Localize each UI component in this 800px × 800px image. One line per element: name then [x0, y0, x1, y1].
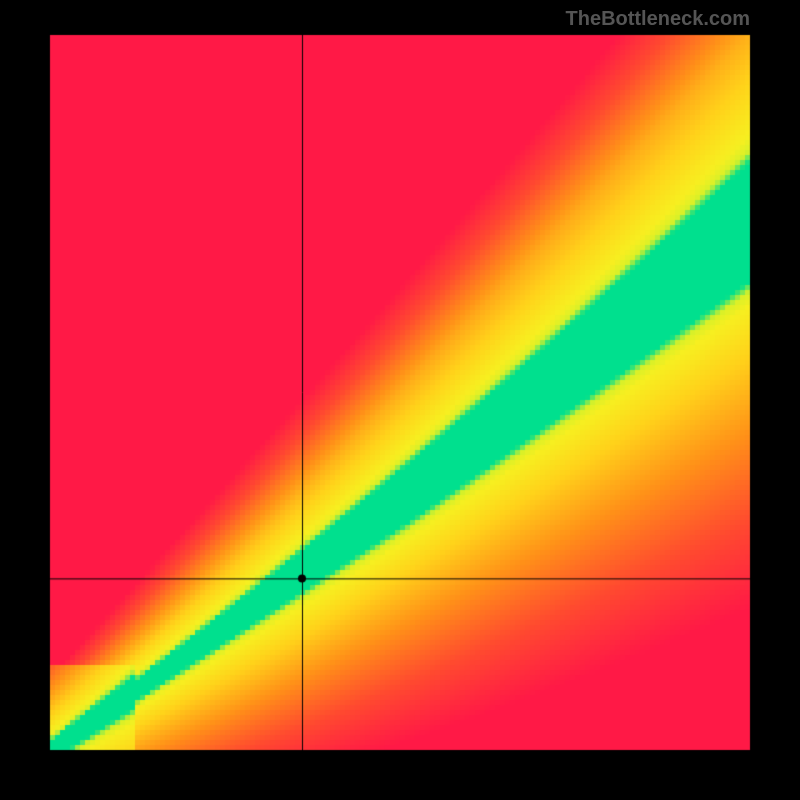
chart-container: TheBottleneck.com [0, 0, 800, 800]
heatmap-canvas [0, 0, 800, 800]
watermark-text: TheBottleneck.com [566, 8, 750, 31]
